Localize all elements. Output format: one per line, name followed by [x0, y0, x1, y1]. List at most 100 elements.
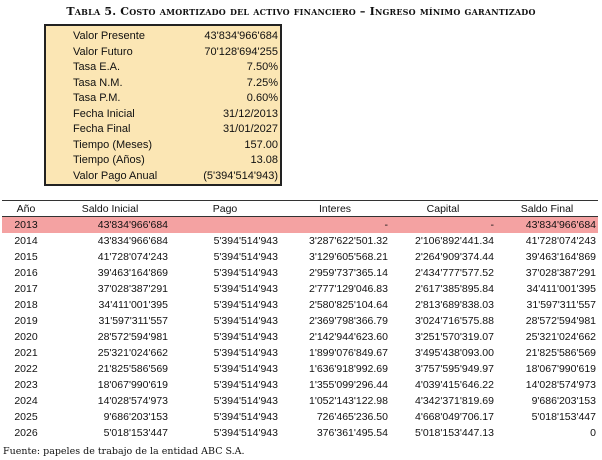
table-cell: 41'728'074'243: [525, 235, 596, 247]
param-row: Valor Futuro 70'128'694'255: [46, 45, 280, 60]
table-cell: 3'757'595'949.97: [414, 363, 494, 375]
table-cell: 4'342'371'819.69: [414, 395, 494, 407]
table-cell: 3'024'716'575.88: [414, 315, 494, 327]
table-cell: 2023: [14, 379, 38, 391]
table-cell: 3'251'570'319.07: [414, 331, 494, 343]
param-row: Tiempo (Años) 13.08: [46, 153, 280, 168]
header-interes: Interes: [280, 202, 390, 217]
table-cell: 5'394'514'943: [213, 347, 278, 359]
table-cell: 5'394'514'943: [213, 299, 278, 311]
table-cell: [170, 216, 280, 233]
table-cell: 5'394'514'943: [213, 427, 278, 439]
table-cell: 5'394'514'943: [213, 283, 278, 295]
table-cell: 5'018'153'447: [103, 427, 168, 439]
table-cell: 376'361'495.54: [316, 427, 388, 439]
table-cell: 4'668'049'706.17: [414, 411, 494, 423]
table-cell: 2'580'825'104.64: [308, 299, 388, 311]
table-row: 2026 5'018'153'447 5'394'514'943 376'361'49…: [2, 425, 598, 441]
table-cell: 3'287'622'501.32: [308, 235, 388, 247]
table-cell: 2'369'798'366.79: [308, 315, 388, 327]
table-cell: 25'321'024'662: [525, 331, 596, 343]
table-cell: 5'394'514'943: [213, 251, 278, 263]
param-label: Tasa P.M.: [73, 92, 121, 104]
table-row: 2018 34'411'001'395 5'394'514'943 2'580'825…: [2, 297, 598, 313]
table-header-row: Año Saldo Inicial Pago Interes Capital S…: [2, 202, 598, 217]
param-value: 7.25%: [246, 76, 278, 89]
param-row: Tasa E.A. 7.50%: [46, 60, 280, 75]
table-row: 2020 28'572'594'981 5'394'514'943 2'142'944…: [2, 329, 598, 345]
table-cell: 43'834'966'684: [496, 216, 598, 233]
param-label: Tiempo (Meses): [73, 138, 153, 151]
table-cell: 1'052'143'122.98: [308, 395, 388, 407]
table-row: 2013 43'834'966'684- -43'834'966'684: [2, 216, 598, 233]
table-cell: 2016: [14, 267, 38, 279]
header-saldo-final: Saldo Final: [496, 202, 598, 217]
param-label: Tasa N.M.: [73, 76, 123, 89]
table-cell: 2'959'737'365.14: [308, 267, 388, 279]
param-value: 70'128'694'255: [204, 45, 278, 58]
param-label: Fecha Inicial: [73, 107, 135, 120]
table-cell: 2'142'944'623.60: [308, 331, 388, 343]
param-row: Valor Presente 43'834'966'684: [46, 29, 280, 44]
param-label: Tiempo (Años): [73, 154, 145, 166]
table-cell: 726'465'236.50: [316, 411, 388, 423]
table-cell: 2025: [14, 411, 38, 423]
table-cell: 31'597'311'557: [98, 315, 168, 327]
table-cell: 2026: [14, 427, 38, 439]
table-cell: 34'411'001'395: [98, 299, 168, 311]
table-title: Tabla 5. Costo amortizado del activo fin…: [66, 5, 536, 18]
table-body: 2013 43'834'966'684- -43'834'966'684 2014 43…: [2, 216, 598, 442]
table-cell: 5'394'514'943: [213, 411, 278, 423]
table-cell: 21'825'586'569: [97, 363, 168, 375]
table-row: 2014 43'834'966'684 5'394'514'943 3'287'622…: [2, 233, 598, 249]
table-cell: 2015: [14, 251, 38, 263]
table-cell: 43'834'966'684: [50, 216, 170, 233]
param-value: 13.08: [250, 154, 278, 166]
table-row: 2022 21'825'586'569 5'394'514'943 1'636'918…: [2, 361, 598, 377]
table-cell: 18'067'990'619: [97, 379, 168, 391]
table-cell: 2024: [14, 395, 38, 407]
param-row: Tasa P.M. 0.60%: [46, 91, 280, 106]
table-cell: 2014: [14, 235, 38, 247]
table-row: 2021 25'321'024'662 5'394'514'943 1'899'076…: [2, 345, 598, 361]
table-cell: 5'018'153'447: [531, 411, 596, 423]
header-saldo-inicial: Saldo Inicial: [50, 202, 170, 217]
table-cell: 14'028'574'973: [525, 379, 596, 391]
table-cell: 5'018'153'447.13: [414, 427, 494, 439]
param-row: Tiempo (Meses) 157.00: [46, 138, 280, 153]
param-label: Fecha Final: [73, 123, 131, 135]
amortization-table: Año Saldo Inicial Pago Interes Capital S…: [2, 202, 598, 441]
source-note: Fuente: papeles de trabajo de la entidad…: [3, 446, 245, 457]
table-cell: 34'411'001'395: [526, 283, 596, 295]
param-value: 0.60%: [246, 92, 278, 104]
table-cell: 2013: [2, 216, 50, 233]
table-row: 2024 14'028'574'973 5'394'514'943 1'052'143…: [2, 393, 598, 409]
table-cell: 14'028'574'973: [97, 395, 168, 407]
header-year: Año: [2, 202, 50, 217]
param-label: Valor Pago Anual: [73, 169, 158, 182]
table-cell: 1'355'099'296.44: [308, 379, 388, 391]
param-value: (5'394'514'943): [203, 169, 278, 182]
table-row: 2023 18'067'990'619 5'394'514'943 1'355'099…: [2, 377, 598, 393]
param-label: Valor Futuro: [73, 45, 133, 58]
table-cell: 2'813'689'838.03: [414, 299, 494, 311]
table-cell: 39'463'164'869: [525, 251, 596, 263]
table-cell: 2018: [14, 299, 38, 311]
table-cell: 18'067'990'619: [525, 363, 596, 375]
table-top-rule: [2, 200, 598, 201]
parameters-panel: Valor Presente 43'834'966'684 Valor Futuro…: [44, 24, 282, 186]
table-cell: 2017: [14, 283, 38, 295]
table-cell: 2019: [14, 315, 38, 327]
table-cell: 9'686'203'153: [531, 395, 596, 407]
param-label: Valor Presente: [73, 30, 145, 42]
table-cell: 2020: [14, 331, 38, 343]
table-cell: 5'394'514'943: [213, 315, 278, 327]
table-cell: 5'394'514'943: [213, 235, 278, 247]
table-row: 2025 9'686'203'153 5'394'514'943 726'465'23…: [2, 409, 598, 425]
table-cell: 2'264'909'374.44: [414, 251, 494, 263]
table-cell: 5'394'514'943: [213, 267, 278, 279]
param-label: Tasa E.A.: [73, 61, 121, 73]
param-value: 31/01/2027: [222, 123, 278, 135]
table-cell: 3'129'605'568.21: [308, 251, 388, 263]
table-cell: 21'825'586'569: [525, 347, 596, 359]
